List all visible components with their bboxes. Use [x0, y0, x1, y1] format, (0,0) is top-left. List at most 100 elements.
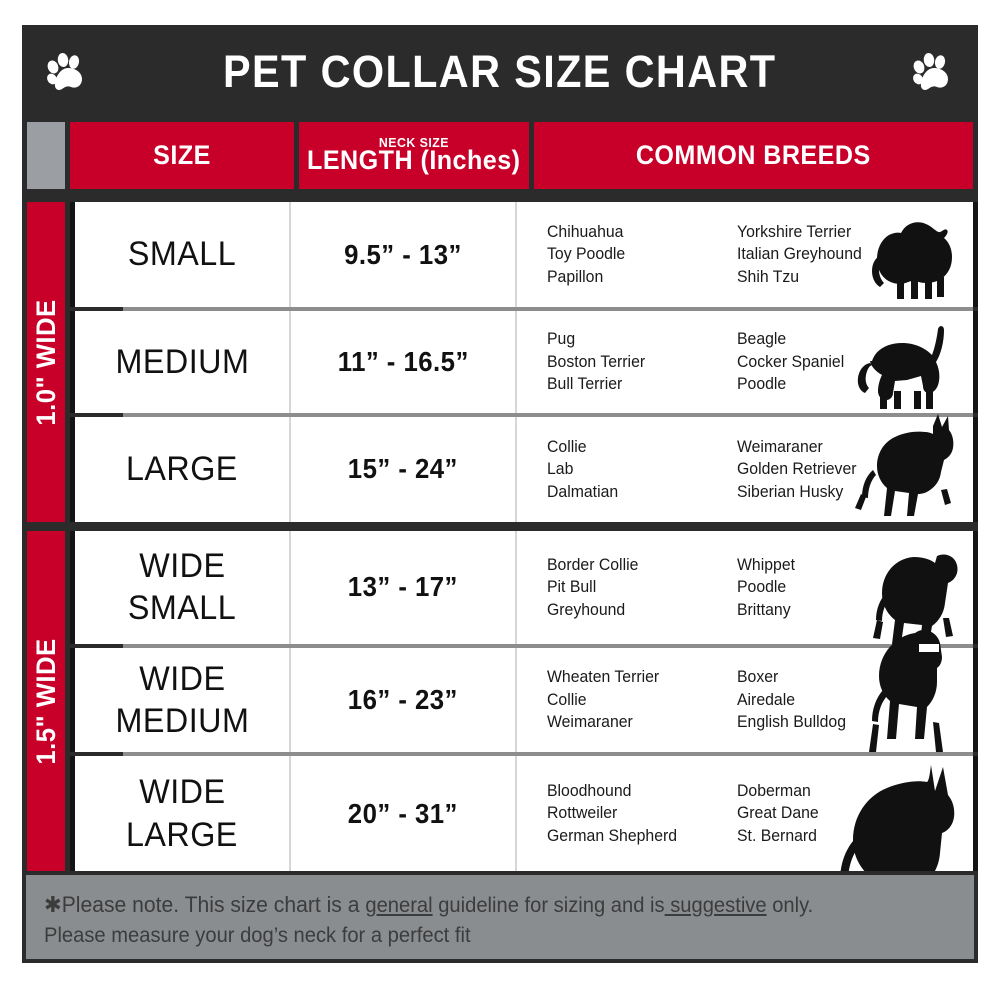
- column-header-length-sublabel: NECK SIZE: [378, 135, 449, 150]
- size-label: LARGE: [126, 450, 238, 489]
- breed-list-column-2: Beagle Cocker Spaniel Poodle: [737, 328, 914, 395]
- breed-name: Dalmatian: [547, 481, 619, 501]
- cell-length: 20” - 31”: [291, 756, 517, 872]
- section-band-label: 1.5" WIDE: [30, 637, 61, 765]
- footer-asterisk: ✱Please note. This size chart is a: [44, 892, 366, 917]
- size-label-line1: WIDE: [138, 773, 226, 812]
- cell-length: 9.5” - 13”: [291, 202, 517, 308]
- column-header-size: SIZE: [70, 122, 294, 189]
- footer-underline-suggestive: suggestive: [664, 894, 767, 917]
- breed-name: Cocker Spaniel: [737, 351, 845, 371]
- size-label-line1: WIDE: [138, 659, 226, 698]
- page-title: PET COLLAR SIZE CHART: [223, 45, 777, 97]
- cell-breeds: Wheaten Terrier Collie Weimaraner Boxer Air…: [517, 630, 973, 753]
- breed-list-column-2: Whippet Poodle Brittany: [737, 554, 914, 621]
- header-separator: [22, 193, 978, 202]
- cell-size: MEDIUM: [75, 311, 291, 413]
- breed-list-column-1: Pug Boston Terrier Bull Terrier: [547, 328, 724, 395]
- breed-list-column-1: Border Collie Pit Bull Greyhound: [547, 554, 724, 621]
- chart-title-bar: PET COLLAR SIZE CHART: [22, 25, 978, 118]
- breed-list-column-1: Chihuahua Toy Poodle Papillon: [547, 221, 724, 288]
- length-label: 15” - 24”: [347, 453, 459, 485]
- table-row: WIDE MEDIUM 16” - 23” Wheaten Terrier Col…: [70, 630, 978, 753]
- size-label-line2: SMALL: [127, 589, 237, 628]
- breed-name: Bull Terrier: [547, 374, 623, 394]
- row-divider: [123, 412, 973, 417]
- breed-name: Poodle: [737, 577, 787, 597]
- table-row: SMALL 9.5” - 13” Chihuahua Toy Poodle Papi…: [70, 202, 978, 308]
- row-divider: [123, 752, 973, 757]
- cell-size: WIDE MEDIUM: [75, 647, 291, 753]
- cell-size: SMALL: [75, 202, 291, 308]
- breed-list-column-2: Weimaraner Golden Retriever Siberian Husky: [737, 436, 914, 503]
- size-label-line2: MEDIUM: [115, 702, 249, 740]
- footer-note: ✱Please note. This size chart is a gener…: [22, 871, 978, 963]
- breed-list-column-1: Collie Lab Dalmatian: [547, 436, 724, 503]
- paw-print-icon: [44, 49, 90, 95]
- breed-name: Collie: [547, 436, 587, 456]
- pet-collar-size-chart: PET COLLAR SIZE CHART SIZE NECK SIZE LEN…: [22, 25, 978, 975]
- breed-list-column-2: Doberman Great Dane St. Bernard: [737, 780, 914, 847]
- breed-list-column-1: Bloodhound Rottweiler German Shepherd: [547, 780, 724, 847]
- breed-name: Yorkshire Terrier: [737, 222, 852, 241]
- cell-length: 15” - 24”: [291, 416, 517, 522]
- section-band-1-0-wide: 1.0" WIDE: [22, 202, 70, 522]
- corner-cell: [22, 118, 70, 193]
- length-label: 16” - 23”: [347, 684, 459, 715]
- breed-name: Doberman: [737, 781, 811, 801]
- column-header-length: NECK SIZE LENGTH (Inches): [299, 122, 529, 189]
- length-label: 13” - 17”: [347, 571, 459, 603]
- cell-size: WIDE LARGE: [75, 756, 291, 872]
- breed-name: Airedale: [737, 689, 796, 709]
- breed-name: Bloodhound: [547, 781, 632, 801]
- breed-name: St. Bernard: [737, 825, 817, 845]
- footer-line-2: Please measure your dog’s neck for a per…: [44, 924, 471, 948]
- breed-name: Lab: [547, 459, 574, 479]
- breed-list-column-2: Boxer Airedale English Bulldog: [737, 666, 914, 733]
- table-header-row: SIZE NECK SIZE LENGTH (Inches) COMMON BR…: [22, 118, 978, 193]
- size-label: SMALL: [127, 235, 237, 274]
- breed-name: Golden Retriever: [737, 459, 857, 479]
- breed-name: Siberian Husky: [737, 481, 844, 501]
- footer-line1-mid: guideline for sizing and is: [432, 894, 665, 917]
- breed-name: English Bulldog: [737, 712, 846, 732]
- breed-name: German Shepherd: [547, 825, 678, 845]
- breed-name: Shih Tzu: [737, 266, 800, 286]
- section-1-5-wide: 1.5" WIDE WIDE SMALL 13” - 17” Border C: [22, 531, 978, 930]
- breed-name: Border Collie: [547, 554, 639, 574]
- column-header-size-label: SIZE: [153, 140, 211, 170]
- cell-breeds: Collie Lab Dalmatian Weimaraner Golden Retr…: [517, 413, 973, 522]
- section-1-0-wide: 1.0" WIDE SMALL 9.5” - 13” Chihuahua Toy …: [22, 202, 978, 522]
- breed-name: Weimaraner: [547, 712, 633, 732]
- footer-underline-general: general: [365, 894, 433, 917]
- column-header-breeds: COMMON BREEDS: [533, 122, 973, 189]
- cell-length: 16” - 23”: [291, 647, 517, 753]
- size-label-line1: WIDE: [138, 546, 226, 585]
- length-label: 9.5” - 13”: [344, 238, 462, 270]
- breed-name: Beagle: [737, 329, 787, 349]
- breed-name: Italian Greyhound: [737, 244, 862, 264]
- length-label: 20” - 31”: [347, 797, 459, 829]
- breed-name: Rottweiler: [547, 803, 618, 823]
- breed-name: Boston Terrier: [547, 351, 646, 371]
- breed-name: Pug: [547, 329, 576, 349]
- cell-size: WIDE SMALL: [75, 531, 291, 644]
- cell-length: 11” - 16.5”: [291, 311, 517, 413]
- breed-list-column-2: Yorkshire Terrier Italian Greyhound Shih T…: [737, 221, 914, 288]
- paw-print-icon: [910, 49, 956, 95]
- breed-name: Brittany: [737, 599, 791, 619]
- cell-breeds: Border Collie Pit Bull Greyhound Whippet Po…: [517, 531, 973, 644]
- section-divider: [22, 522, 978, 531]
- breed-name: Pit Bull: [547, 577, 597, 597]
- breed-name: Whippet: [737, 554, 796, 574]
- breed-name: Boxer: [737, 667, 779, 687]
- breed-name: Wheaten Terrier: [547, 667, 660, 687]
- row-divider: [123, 307, 973, 312]
- breed-name: Chihuahua: [547, 222, 624, 241]
- breed-name: Greyhound: [547, 599, 626, 619]
- cell-length: 13” - 17”: [291, 531, 517, 644]
- breed-name: Collie: [547, 689, 587, 709]
- table-row: WIDE SMALL 13” - 17” Border Collie Pit Bu…: [70, 531, 978, 644]
- section-band-label: 1.0" WIDE: [30, 298, 61, 426]
- cell-breeds: Chihuahua Toy Poodle Papillon Yorkshire Te…: [517, 202, 973, 307]
